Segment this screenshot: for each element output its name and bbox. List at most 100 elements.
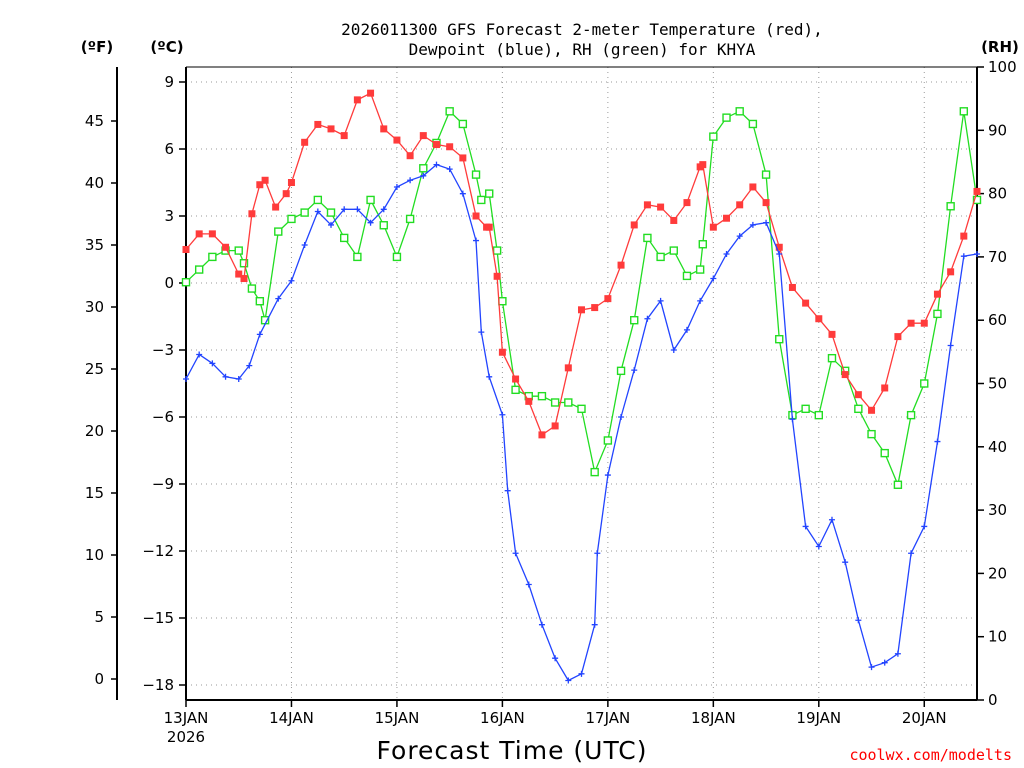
data-point-rh [893,480,903,489]
tick-label-fahrenheit: 20 [85,422,104,440]
data-point-rh [695,265,705,274]
tick-label-fahrenheit: 15 [85,484,104,502]
tick-label-x: 13JAN [164,709,209,727]
data-point-temperature [960,232,968,240]
data-point-temperature [854,391,862,399]
chart-title-line1: 2026011300 GFS Forecast 2-meter Temperat… [341,20,823,39]
data-point-temperature [828,330,836,338]
tick-label-x: 16JAN [480,709,525,727]
data-point-temperature [604,295,612,303]
tick-label-celsius: −15 [142,609,174,627]
series-layer [181,89,982,684]
data-point-dewpoint [512,550,519,557]
data-point-dewpoint [644,315,651,322]
data-point-temperature [406,152,414,160]
data-point-dewpoint [301,242,308,249]
data-point-temperature [282,190,290,198]
unit-celsius-label: (ºC) [150,38,183,56]
data-point-temperature [933,290,941,298]
data-point-dewpoint [749,221,756,228]
source-credit: coolwx.com/modelts [849,746,1012,764]
data-point-temperature [380,125,388,133]
data-point-dewpoint [459,190,466,197]
data-point-rh [603,436,613,445]
data-point-dewpoint [256,331,263,338]
data-point-dewpoint [354,206,361,213]
data-point-rh [748,119,758,129]
data-point-dewpoint [842,559,849,566]
tick-label-celsius: −12 [142,542,174,560]
data-point-rh [353,252,362,262]
tick-label-fahrenheit: 5 [94,608,104,626]
data-point-temperature [894,333,902,341]
data-point-rh [761,170,771,179]
chart-title-line2: Dewpoint (blue), RH (green) for KHYA [409,40,756,59]
data-point-dewpoint [183,376,189,383]
tick-label-fahrenheit: 25 [85,360,104,378]
series-line-dewpoint [185,163,978,682]
data-point-rh [946,202,955,211]
data-point-temperature [802,299,810,307]
data-point-rh [326,208,336,217]
tick-label-x: 17JAN [585,709,630,727]
data-point-dewpoint [446,166,453,173]
data-point-dewpoint [736,233,743,240]
tick-label-fahrenheit: 45 [85,112,104,130]
data-point-rh [709,132,718,141]
data-point-rh [682,271,692,281]
data-point-temperature [749,183,757,191]
data-point-temperature [630,221,638,229]
data-point-rh [577,404,586,414]
data-point-temperature [367,89,375,97]
data-point-dewpoint [908,550,915,557]
data-point-dewpoint [486,373,493,380]
data-point-temperature [841,371,849,379]
data-point-dewpoint [478,329,485,336]
tick-label-rh: 30 [988,501,1007,519]
data-point-dewpoint [894,650,901,657]
axes [116,66,978,701]
tick-label-fahrenheit: 0 [94,670,104,688]
data-point-dewpoint [710,275,717,282]
data-point-rh [698,240,707,249]
data-point-dewpoint [538,621,545,628]
data-point-rh [550,398,560,407]
data-point-rh [274,227,283,236]
data-point-temperature [699,161,707,169]
data-point-dewpoint [525,581,532,588]
data-point-dewpoint [367,219,374,226]
data-point-rh [906,410,916,420]
series-temperature [182,89,981,439]
data-point-rh [537,391,547,401]
tick-label-rh: 50 [988,375,1007,393]
data-point-dewpoint [631,367,638,374]
data-point-temperature [353,96,361,104]
data-point-dewpoint [657,297,664,304]
data-point-dewpoint [222,373,229,380]
data-point-rh [485,189,494,198]
data-point-temperature [564,364,572,372]
data-point-temperature [723,214,731,222]
data-point-temperature [340,132,348,140]
data-point-temperature [947,268,955,276]
data-point-dewpoint [380,206,387,213]
data-point-rh [194,265,204,274]
tick-label-x: 14JAN [269,709,314,727]
data-point-rh [405,214,415,224]
data-point-temperature [235,270,243,278]
data-point-dewpoint [815,543,822,550]
data-point-dewpoint [314,208,321,215]
data-point-rh [445,107,454,116]
data-point-dewpoint [670,347,677,353]
data-point-dewpoint [407,177,414,184]
tick-label-x: 19JAN [796,709,841,727]
tick-label-celsius: 3 [164,207,174,225]
data-point-temperature [393,136,401,144]
data-point-temperature [775,243,783,251]
data-point-rh [801,404,810,414]
data-point-dewpoint [196,351,203,358]
data-point-rh [735,107,744,116]
data-point-rh [234,246,243,255]
data-point-temperature [736,201,744,209]
data-point-temperature [815,315,823,323]
